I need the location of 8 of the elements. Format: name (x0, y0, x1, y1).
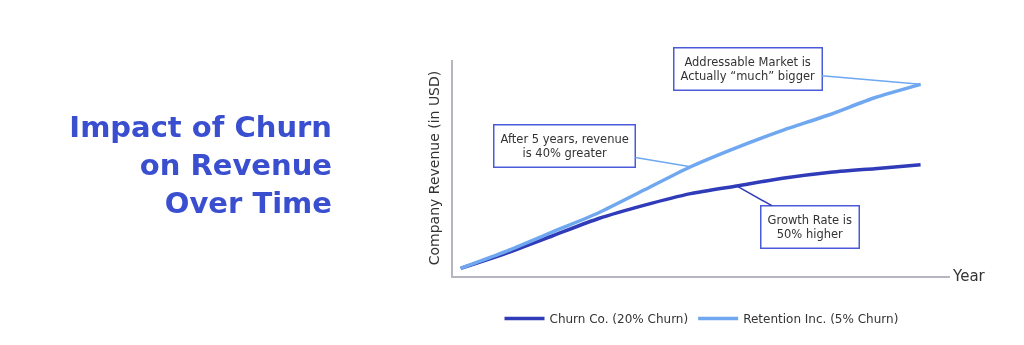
x-axis-title: Year (952, 267, 986, 285)
legend-label: Churn Co. (20% Churn) (549, 312, 689, 327)
legend-label: Retention Inc. (5% Churn) (743, 312, 899, 327)
annotation: Growth Rate is 50% higher (767, 212, 852, 242)
annotation: After 5 years, revenue is 40% greater (500, 131, 629, 161)
y-axis-title: Company Revenue (in USD) (426, 70, 443, 266)
text: Addressable Market is Actually “much” bigger (680, 54, 816, 84)
text: Impact of Churn on Revenue Over Time (68, 109, 332, 222)
